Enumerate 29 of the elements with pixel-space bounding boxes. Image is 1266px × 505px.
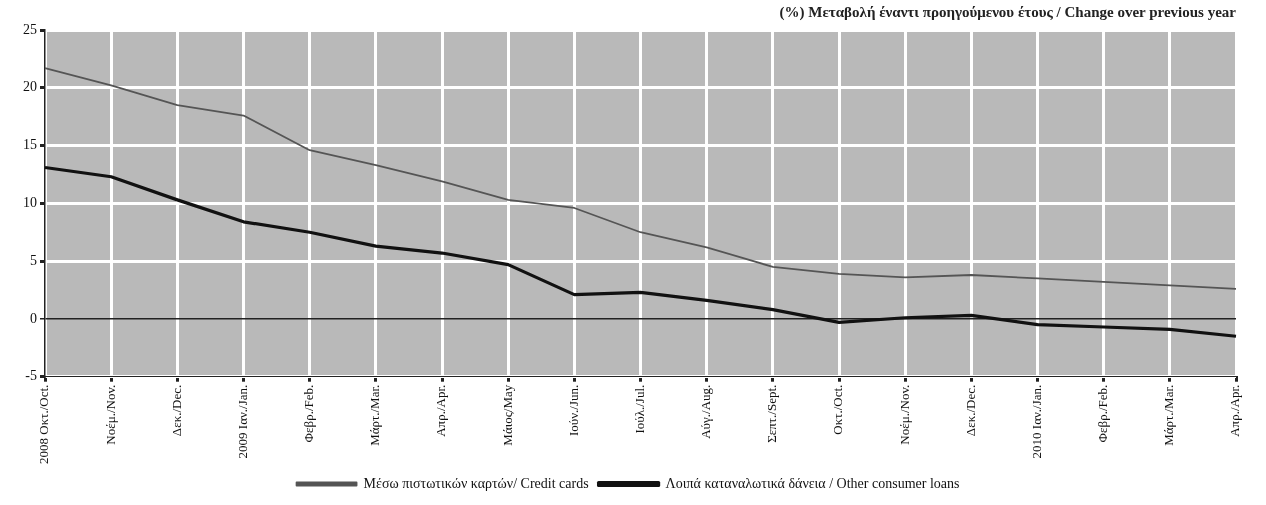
x-tick-label: 2009 Ιαν./Jan. (234, 384, 250, 459)
x-tick-label: Φεβρ./Feb. (301, 384, 317, 443)
x-tick-label: Απρ./Apr. (1227, 384, 1243, 437)
y-tick-label: 20 (23, 79, 37, 95)
x-tick-label: Δεκ./Dec. (962, 384, 978, 437)
x-tick-label: Μάρτ./Mar. (1161, 384, 1177, 446)
y-tick-label: -5 (25, 368, 37, 384)
x-tick-label: Ιούν./Jun. (565, 384, 581, 437)
y-tick-label: 25 (23, 21, 37, 37)
x-tick-label: Μάιος/May (499, 384, 515, 446)
x-tick-label: Νοέμ./Nov. (102, 384, 118, 445)
x-tick-label: Νοέμ./Nov. (896, 384, 912, 445)
y-tick-label: 10 (23, 195, 37, 211)
y-tick-label: 0 (30, 310, 37, 326)
x-tick-label: Οκτ./Oct. (830, 384, 846, 435)
y-tick-label: 15 (23, 137, 37, 153)
x-tick-label: Απρ./Apr. (433, 384, 449, 437)
x-tick-label: Ιούλ./Jul. (631, 384, 647, 434)
x-tick-label: Φεβρ./Feb. (1095, 384, 1111, 443)
x-tick-label: Σεπτ./Sept. (764, 384, 780, 443)
y-tick-label: 5 (30, 252, 37, 268)
x-tick-label: 2008 Οκτ./Oct. (36, 384, 52, 464)
x-tick-label: 2010 Ιαν./Jan. (1028, 384, 1044, 459)
x-tick-label: Αύγ./Aug. (698, 384, 714, 439)
x-tick-label: Δεκ./Dec. (168, 384, 184, 437)
legend-label: Λοιπά καταναλωτικά δάνεια / Other consumer loans (665, 475, 960, 491)
x-tick-label: Μάρτ./Mar. (367, 384, 383, 446)
legend-label: Μέσω πιστωτικών καρτών/ Credit cards (363, 475, 589, 491)
chart-title: (%) Μεταβολή έναντι προηγούμενου έτους / Change over previous year (779, 3, 1237, 21)
